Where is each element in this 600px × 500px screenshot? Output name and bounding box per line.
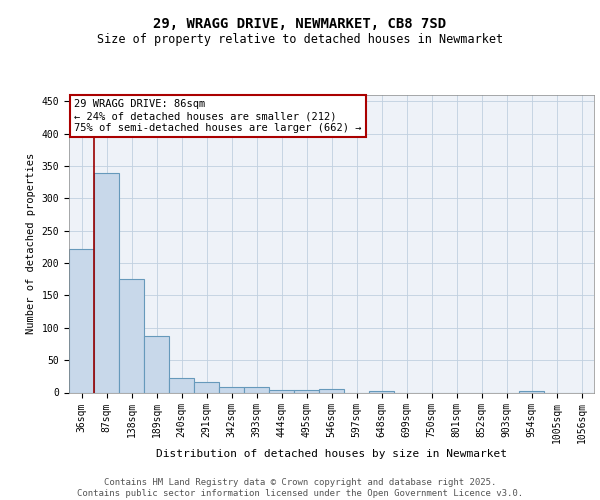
Text: Contains HM Land Registry data © Crown copyright and database right 2025.
Contai: Contains HM Land Registry data © Crown c… bbox=[77, 478, 523, 498]
Bar bbox=[319, 390, 344, 392]
X-axis label: Distribution of detached houses by size in Newmarket: Distribution of detached houses by size … bbox=[156, 449, 507, 459]
Bar bbox=[244, 386, 269, 392]
Bar bbox=[194, 382, 219, 392]
Bar bbox=[69, 249, 94, 392]
Bar bbox=[219, 386, 244, 392]
Bar bbox=[269, 390, 294, 392]
Bar bbox=[144, 336, 169, 392]
Bar bbox=[369, 391, 394, 392]
Bar bbox=[294, 390, 319, 392]
Bar bbox=[119, 280, 144, 392]
Y-axis label: Number of detached properties: Number of detached properties bbox=[26, 153, 36, 334]
Text: Size of property relative to detached houses in Newmarket: Size of property relative to detached ho… bbox=[97, 32, 503, 46]
Text: 29, WRAGG DRIVE, NEWMARKET, CB8 7SD: 29, WRAGG DRIVE, NEWMARKET, CB8 7SD bbox=[154, 18, 446, 32]
Text: 29 WRAGG DRIVE: 86sqm
← 24% of detached houses are smaller (212)
75% of semi-det: 29 WRAGG DRIVE: 86sqm ← 24% of detached … bbox=[74, 100, 362, 132]
Bar bbox=[519, 391, 544, 392]
Bar bbox=[169, 378, 194, 392]
Bar bbox=[94, 172, 119, 392]
